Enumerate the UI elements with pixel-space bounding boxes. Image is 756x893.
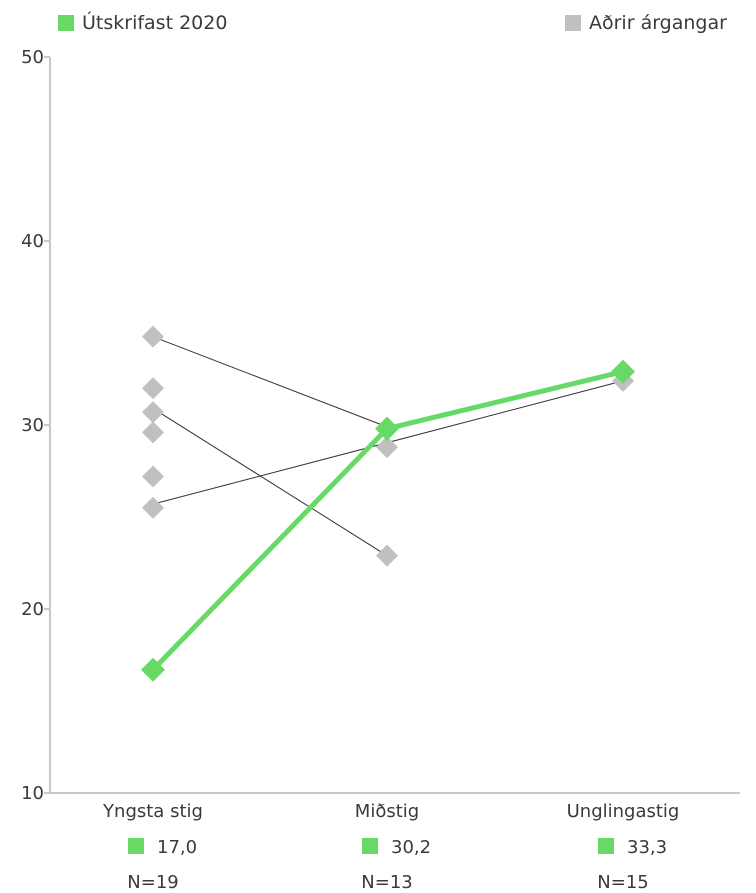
- other-cohort-point: [142, 377, 164, 400]
- x-tick-label: Unglingastig: [567, 801, 680, 822]
- x-tick-label: Yngsta stig: [102, 801, 203, 822]
- other-cohort-point: [142, 325, 164, 348]
- n-label: N=19: [127, 872, 178, 893]
- other-cohort-point: [142, 401, 164, 424]
- value-label: 33,3: [627, 837, 667, 858]
- legend-others-label: Aðrir árgangar: [589, 12, 727, 34]
- other-cohort-line: [152, 336, 388, 428]
- value-swatch: [362, 838, 378, 854]
- other-cohort-line: [152, 408, 388, 557]
- y-tick-label: 10: [21, 783, 44, 804]
- value-label: 30,2: [391, 837, 431, 858]
- other-cohort-point: [376, 436, 398, 459]
- legend-current-swatch: [58, 15, 74, 31]
- legend-current-label: Útskrifast 2020: [82, 12, 228, 34]
- y-tick-label: 50: [21, 47, 44, 68]
- other-cohort-point: [142, 421, 164, 444]
- n-label: N=13: [361, 872, 412, 893]
- legend-current: Útskrifast 2020: [58, 12, 227, 34]
- legend-others-swatch: [565, 15, 581, 31]
- other-cohort-point: [142, 496, 164, 519]
- series-point: [611, 359, 635, 384]
- series-point: [141, 657, 165, 682]
- n-label: N=15: [597, 872, 648, 893]
- y-tick-label: 40: [21, 231, 44, 252]
- legend-others: Aðrir árgangar: [565, 12, 727, 34]
- other-cohort-point: [376, 544, 398, 567]
- y-tick-label: 30: [21, 415, 44, 436]
- value-swatch: [128, 838, 144, 854]
- series-line: [151, 369, 624, 672]
- y-tick-label: 20: [21, 599, 44, 620]
- other-cohort-point: [142, 465, 164, 488]
- value-label: 17,0: [157, 837, 197, 858]
- series-point: [375, 416, 399, 441]
- x-tick-label: Miðstig: [355, 801, 419, 822]
- value-swatch: [598, 838, 614, 854]
